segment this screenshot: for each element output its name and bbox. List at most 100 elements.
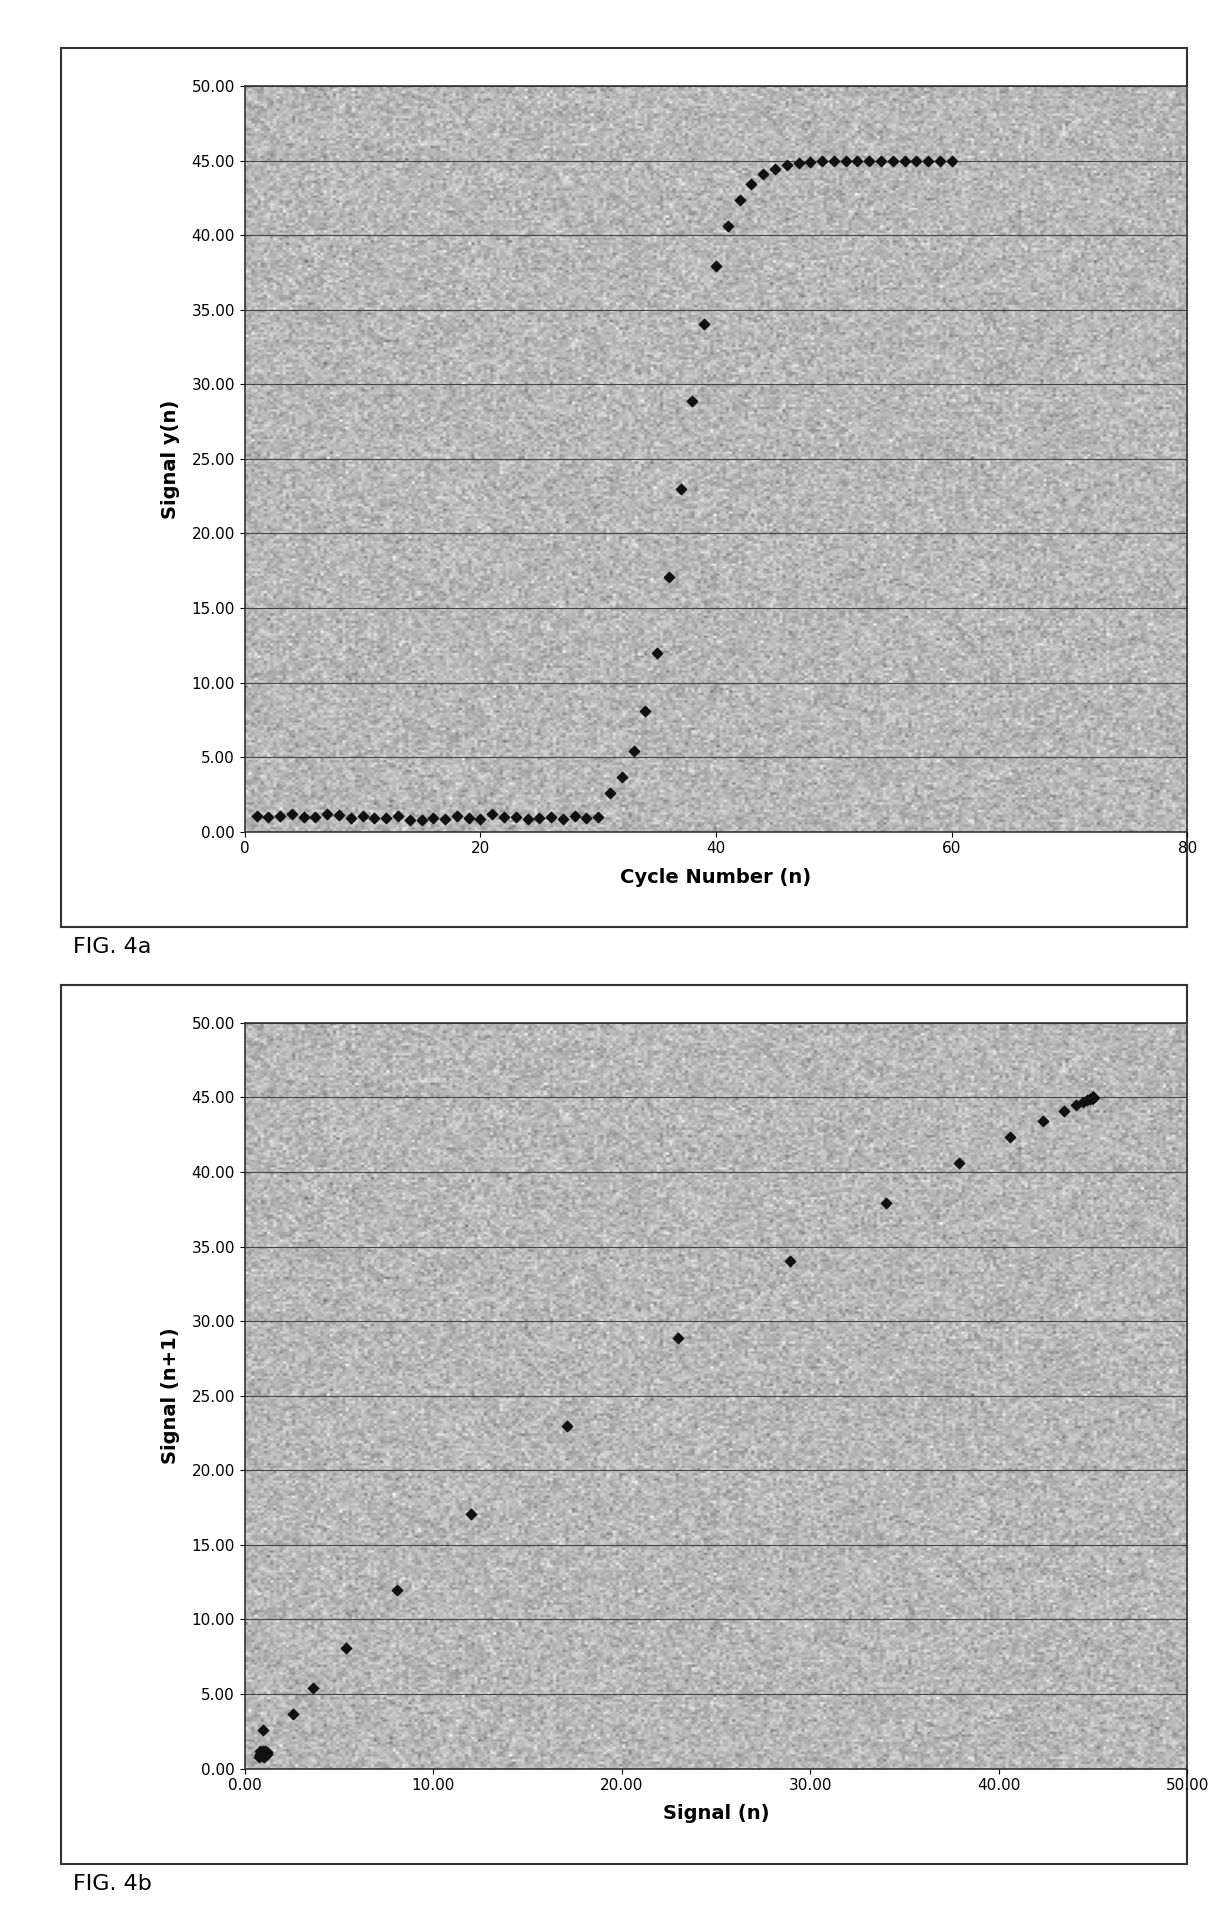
Point — [1033, 1105, 1053, 1136]
Point — [565, 801, 585, 832]
Point — [252, 1738, 272, 1769]
Point — [337, 1633, 356, 1663]
Point — [256, 1736, 275, 1767]
Point — [253, 1738, 273, 1769]
Point — [859, 145, 879, 176]
Point — [1081, 1082, 1100, 1113]
Point — [589, 801, 608, 832]
Point — [1073, 1086, 1093, 1117]
Point — [1080, 1084, 1099, 1115]
Point — [255, 1742, 274, 1772]
Point — [461, 1499, 481, 1530]
Point — [612, 763, 632, 793]
Point — [482, 799, 502, 830]
X-axis label: Signal (n): Signal (n) — [662, 1805, 770, 1824]
Point — [494, 801, 514, 832]
Point — [635, 696, 655, 727]
Point — [1082, 1082, 1102, 1113]
Point — [252, 1738, 272, 1769]
Point — [788, 147, 808, 178]
Point — [824, 145, 843, 176]
Point — [1066, 1090, 1086, 1120]
Point — [253, 1715, 273, 1746]
Point — [253, 1738, 273, 1769]
Point — [706, 250, 726, 281]
Point — [883, 145, 902, 176]
Point — [388, 801, 408, 832]
Point — [470, 805, 490, 836]
Point — [253, 1738, 273, 1769]
Point — [671, 474, 690, 505]
Point — [251, 1736, 271, 1767]
Point — [253, 1740, 273, 1771]
Point — [341, 803, 361, 834]
Point — [600, 778, 619, 809]
Point — [247, 801, 267, 832]
Point — [253, 1738, 273, 1769]
Point — [930, 145, 950, 176]
Point — [436, 803, 455, 834]
Point — [284, 1700, 304, 1730]
Point — [694, 310, 714, 340]
Point — [813, 145, 832, 176]
Point — [1083, 1082, 1103, 1113]
Point — [377, 803, 397, 834]
Point — [530, 803, 550, 834]
Point — [1083, 1082, 1103, 1113]
Point — [447, 801, 466, 832]
Point — [257, 1736, 277, 1767]
Point — [1083, 1082, 1103, 1113]
Point — [1083, 1082, 1103, 1113]
Point — [252, 1738, 272, 1769]
Point — [742, 168, 761, 199]
Point — [388, 1574, 408, 1604]
Point — [553, 803, 573, 834]
Point — [255, 1740, 274, 1771]
Point — [1000, 1122, 1020, 1153]
Point — [252, 1742, 272, 1772]
Point — [871, 145, 891, 176]
Point — [253, 1738, 273, 1769]
Point — [541, 801, 561, 832]
Point — [895, 145, 914, 176]
Point — [251, 1738, 271, 1769]
Point — [506, 801, 525, 832]
Point — [683, 386, 703, 417]
X-axis label: Cycle Number (n): Cycle Number (n) — [621, 868, 812, 887]
Text: FIG. 4a: FIG. 4a — [73, 937, 152, 956]
Point — [950, 1147, 969, 1178]
Point — [876, 1187, 896, 1218]
Point — [1083, 1082, 1103, 1113]
Point — [255, 1740, 274, 1771]
Point — [256, 1740, 275, 1771]
Point — [365, 803, 384, 834]
Point — [624, 736, 644, 767]
Point — [730, 185, 749, 216]
Point — [424, 803, 443, 834]
Point — [1077, 1084, 1097, 1115]
Point — [400, 805, 420, 836]
Point — [1083, 1082, 1103, 1113]
Point — [411, 805, 431, 836]
Point — [577, 803, 596, 834]
Point — [777, 149, 797, 180]
Y-axis label: Signal (n+1): Signal (n+1) — [162, 1327, 180, 1465]
Point — [257, 1738, 277, 1769]
Point — [250, 1740, 269, 1771]
Point — [800, 147, 820, 178]
Point — [907, 145, 927, 176]
Point — [918, 145, 938, 176]
Point — [718, 210, 738, 241]
Point — [329, 799, 349, 830]
Point — [251, 1740, 271, 1771]
Point — [1083, 1082, 1103, 1113]
Point — [304, 1673, 323, 1704]
Point — [294, 801, 313, 832]
Point — [306, 801, 326, 832]
Point — [255, 1742, 274, 1772]
Point — [1082, 1082, 1102, 1113]
Point — [847, 145, 867, 176]
Point — [459, 803, 479, 834]
Point — [252, 1740, 272, 1771]
Point — [668, 1323, 688, 1354]
